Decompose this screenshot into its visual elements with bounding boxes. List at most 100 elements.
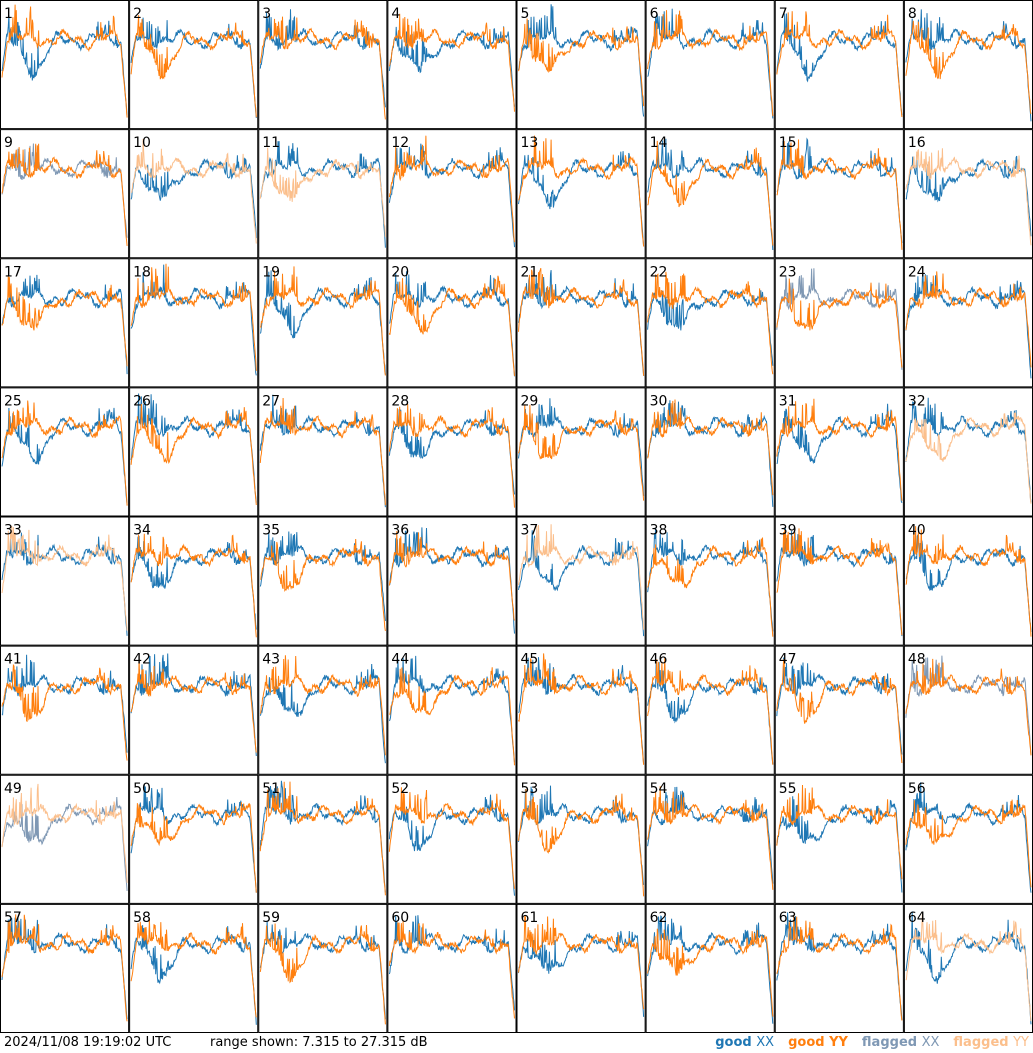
panel-label: 39 [779, 523, 797, 539]
panel-30: 30 [645, 387, 775, 517]
panel-2-yy-line [130, 15, 257, 118]
panel-61: 61 [516, 903, 646, 1033]
panel-41: 41 [0, 645, 130, 775]
panel-29: 29 [516, 387, 646, 517]
panel-32-xx-line [905, 397, 1032, 503]
panel-frame [387, 0, 517, 130]
panel-frame [387, 903, 517, 1033]
panel-11-xx-line [260, 141, 386, 248]
panel-frame [0, 645, 130, 775]
panel-46-xx-line [647, 660, 774, 765]
panel-frame [0, 0, 130, 130]
legend-flagged-xx-pol: XX [921, 1035, 940, 1050]
panel-25: 25 [0, 387, 130, 517]
panel-frame [516, 387, 646, 517]
panel-24-yy-line [905, 271, 1032, 368]
panel-33: 33 [0, 516, 130, 646]
panel-1-xx-line [1, 15, 128, 118]
panel-33-yy-line [1, 525, 128, 631]
panel-label: 57 [4, 910, 22, 926]
panel-21-yy-line [518, 267, 645, 376]
panel-frame [258, 387, 388, 517]
panel-label: 53 [521, 781, 539, 797]
panel-19: 19 [258, 258, 388, 388]
panel-frame [645, 0, 775, 130]
panel-16-yy-line [905, 148, 1032, 246]
panel-frame [258, 0, 388, 130]
panel-label: 52 [391, 781, 409, 797]
panel-label: 48 [908, 652, 926, 668]
panel-frame [774, 516, 904, 646]
panel-label: 61 [521, 910, 539, 926]
legend-flagged-yy-pol: YY [1013, 1035, 1029, 1050]
panel-52: 52 [387, 774, 517, 904]
panel-16-xx-line [905, 154, 1032, 237]
panel-13-yy-line [518, 135, 645, 247]
panel-frame [645, 387, 775, 517]
panel-18: 18 [129, 258, 259, 388]
panel-60: 60 [387, 903, 517, 1033]
panel-37-yy-line [518, 524, 645, 630]
panel-label: 4 [391, 6, 400, 22]
panel-63: 63 [774, 903, 904, 1033]
timestamp: 2024/11/08 19:19:02 UTC [4, 1035, 172, 1050]
panel-label: 22 [650, 264, 668, 280]
panel-28: 28 [387, 387, 517, 517]
panel-5-yy-line [518, 18, 645, 107]
panel-1-yy-line [1, 4, 128, 118]
panel-36: 36 [387, 516, 517, 646]
panel-34: 34 [129, 516, 259, 646]
panel-label: 41 [4, 652, 22, 668]
panel-frame [516, 774, 646, 904]
panel-55-yy-line [776, 784, 903, 880]
panel-39: 39 [774, 516, 904, 646]
panel-61-xx-line [518, 930, 645, 1017]
panel-24: 24 [903, 258, 1033, 388]
panel-54-yy-line [647, 786, 774, 890]
panel-49-yy-line [1, 783, 128, 883]
panel-13: 13 [516, 129, 646, 259]
panel-47: 47 [774, 645, 904, 775]
panel-48-yy-line [905, 658, 1032, 756]
panel-25-yy-line [1, 400, 128, 506]
panel-64-yy-line [905, 913, 1032, 1022]
panel-label: 25 [4, 393, 22, 409]
panel-45-yy-line [518, 653, 645, 765]
panel-19-yy-line [259, 266, 386, 376]
panel-14-xx-line [647, 138, 774, 251]
panel-51-xx-line [259, 780, 386, 893]
panel-frame [516, 0, 646, 130]
panel-21: 21 [516, 258, 646, 388]
panel-label: 7 [779, 6, 788, 22]
panel-label: 47 [779, 652, 797, 668]
panel-53: 53 [516, 774, 646, 904]
panel-8-xx-line [905, 9, 1032, 122]
panel-2: 2 [129, 0, 259, 130]
panel-44: 44 [387, 645, 517, 775]
panel-40: 40 [903, 516, 1033, 646]
panel-38-yy-line [647, 537, 774, 637]
panel-frame [903, 774, 1033, 904]
panel-frame [387, 516, 517, 646]
legend-flagged-yy: flagged YY [953, 1033, 1029, 1053]
panel-36-yy-line [388, 531, 515, 621]
legend: good XX good YY flagged XX flagged YY [715, 1033, 1029, 1053]
panel-46: 46 [645, 645, 775, 775]
panel-32: 32 [903, 387, 1033, 517]
panel-52-yy-line [388, 787, 515, 889]
panel-label: 28 [391, 393, 409, 409]
panel-label: 13 [521, 135, 539, 151]
panel-62: 62 [645, 903, 775, 1033]
panel-22-yy-line [647, 271, 774, 375]
panel-17-yy-line [1, 275, 128, 367]
panel-label: 45 [521, 652, 539, 668]
panel-40-yy-line [905, 526, 1032, 637]
panel-56-yy-line [905, 799, 1032, 888]
panel-57-yy-line [1, 914, 128, 1022]
panel-label: 60 [391, 910, 409, 926]
panel-5: 5 [516, 0, 646, 130]
panel-15-yy-line [776, 139, 903, 250]
panel-label: 10 [133, 135, 151, 151]
panel-label: 31 [779, 393, 797, 409]
panel-label: 38 [650, 523, 668, 539]
